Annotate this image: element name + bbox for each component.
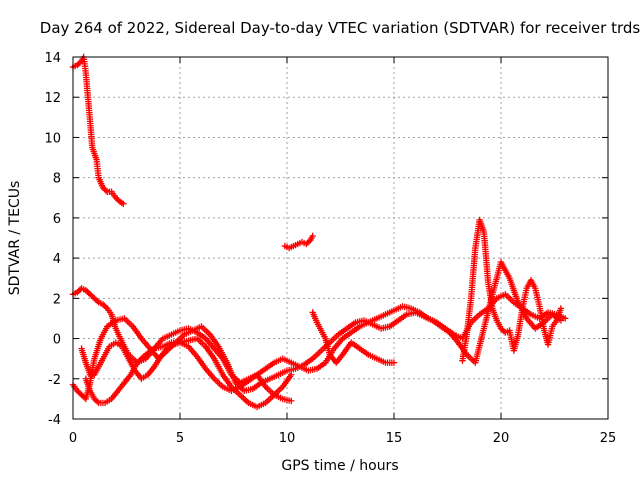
x-tick-label: 10 bbox=[279, 431, 296, 446]
x-tick-label: 15 bbox=[386, 431, 403, 446]
data-point-marker bbox=[288, 397, 295, 405]
data-point-marker bbox=[120, 200, 127, 208]
series-track-e bbox=[309, 309, 398, 366]
y-tick-label: 2 bbox=[53, 292, 61, 307]
y-tick-label: -2 bbox=[48, 373, 61, 388]
x-tick-label: 25 bbox=[600, 431, 617, 446]
series-island bbox=[281, 232, 316, 252]
x-tick-label: 5 bbox=[176, 431, 184, 446]
x-tick-label: 20 bbox=[493, 431, 510, 446]
series-track-d bbox=[78, 339, 295, 405]
y-tick-label: 14 bbox=[44, 51, 61, 66]
y-tick-label: 6 bbox=[53, 212, 61, 227]
series-decay bbox=[69, 53, 127, 208]
plot-frame bbox=[72, 56, 609, 420]
axis-ticks: 0 5 10 15 20 25 -4 -2 0 2 4 6 8 10 12 14 bbox=[44, 51, 616, 446]
y-tick-label: 8 bbox=[53, 172, 61, 187]
data-point-marker bbox=[305, 238, 313, 245]
x-axis-title: GPS time / hours bbox=[281, 458, 398, 474]
y-tick-label: 4 bbox=[53, 252, 61, 267]
data-point-marker bbox=[390, 359, 398, 366]
y-tick-label: -4 bbox=[48, 413, 61, 428]
y-tick-label: 12 bbox=[44, 91, 61, 106]
data-point-marker bbox=[288, 371, 295, 378]
data-point-marker bbox=[94, 297, 101, 305]
y-tick-label: 10 bbox=[44, 131, 61, 146]
series-track-f bbox=[459, 216, 565, 364]
data-point-marker bbox=[562, 315, 569, 322]
y-tick-label: 0 bbox=[53, 333, 61, 348]
x-tick-label: 0 bbox=[69, 431, 77, 446]
data-markers bbox=[69, 53, 569, 411]
data-point-marker bbox=[102, 303, 110, 311]
data-point-marker bbox=[557, 305, 565, 312]
data-point-marker bbox=[309, 232, 316, 240]
data-point-marker bbox=[76, 59, 84, 66]
data-point-marker bbox=[102, 187, 110, 194]
chart-title: Day 264 of 2022, Sidereal Day-to-day VTE… bbox=[40, 19, 640, 37]
data-point-marker bbox=[94, 398, 101, 405]
y-axis-title: SDTVAR / TECUs bbox=[7, 181, 23, 296]
